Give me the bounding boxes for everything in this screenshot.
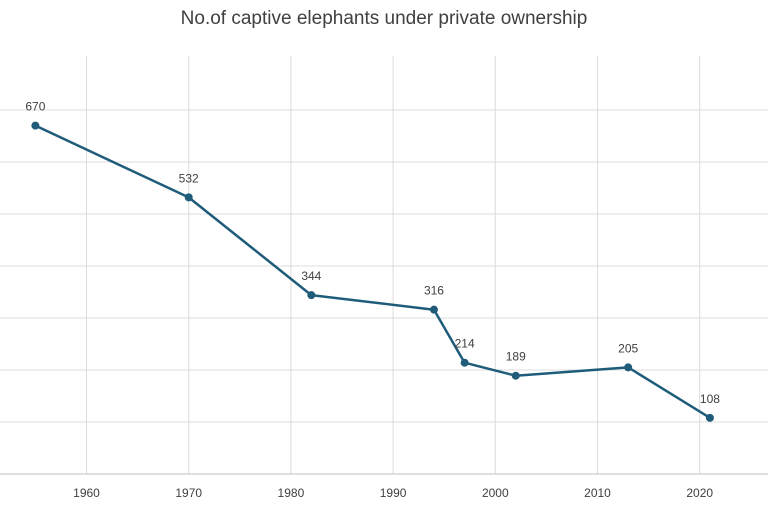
data-label: 189: [506, 350, 526, 364]
x-tick-label: 2010: [584, 486, 611, 500]
chart-title: No.of captive elephants under private ow…: [180, 8, 588, 29]
data-label: 670: [25, 100, 45, 114]
x-tick-label: 1970: [175, 486, 202, 500]
data-point: [511, 371, 520, 380]
data-point: [460, 358, 469, 367]
data-label: 316: [424, 284, 444, 298]
x-tick-label: 1980: [278, 486, 305, 500]
data-label: 344: [301, 269, 321, 283]
series-line: [34, 124, 711, 419]
data-label: 108: [700, 392, 720, 406]
data-point: [429, 305, 438, 314]
x-tick-label: 2020: [686, 486, 713, 500]
data-label: 205: [618, 341, 638, 355]
x-tick-label: 1960: [73, 486, 100, 500]
x-tick-label: 2000: [482, 486, 509, 500]
data-point: [31, 121, 40, 130]
data-point: [184, 193, 193, 202]
data-label: 532: [179, 171, 199, 185]
data-point: [624, 363, 633, 372]
data-label: 214: [455, 337, 475, 351]
data-point: [307, 291, 316, 300]
data-point: [705, 413, 714, 422]
x-tick-label: 1990: [380, 486, 407, 500]
